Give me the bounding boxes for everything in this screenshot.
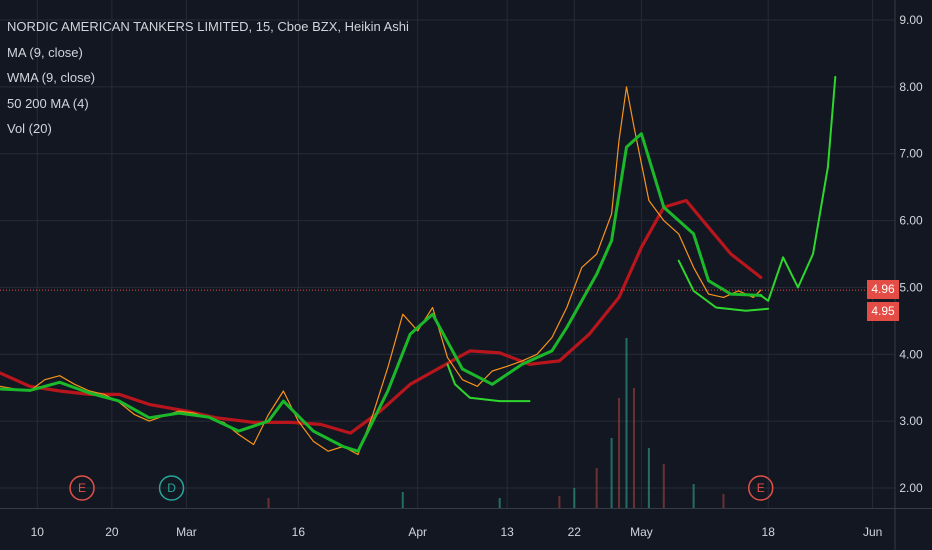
event-circle — [69, 475, 95, 501]
event-marker[interactable]: E — [748, 475, 774, 501]
chart-title[interactable]: NORDIC AMERICAN TANKERS LIMITED, 15, Cbo… — [7, 19, 409, 34]
volume-bar — [595, 468, 598, 508]
y-tick-label: 3.00 — [899, 414, 923, 428]
x-tick-label: 20 — [105, 525, 119, 539]
event-marker[interactable]: E — [69, 475, 95, 501]
volume-bar — [610, 438, 613, 508]
legend-ma[interactable]: MA (9, close) — [7, 44, 83, 60]
y-tick-label: 4.00 — [899, 347, 923, 361]
volume-bar — [558, 496, 561, 508]
legend: NORDIC AMERICAN TANKERS LIMITED, 15, Cbo… — [7, 14, 409, 142]
price-tag-current: 4.96 — [867, 280, 899, 300]
y-tick-label: 9.00 — [899, 13, 923, 27]
x-tick-label: 10 — [31, 525, 45, 539]
volume-bar — [401, 492, 404, 508]
volume-bar — [618, 398, 621, 508]
price-tag-close: 4.95 — [867, 302, 899, 322]
event-label: D — [167, 481, 176, 495]
y-tick-label: 5.00 — [899, 280, 923, 294]
y-tick-label: 7.00 — [899, 147, 923, 161]
legend-ma-50-200[interactable]: 50 200 MA (4) — [7, 95, 89, 111]
y-tick-label: 6.00 — [899, 214, 923, 228]
volume-bar — [498, 498, 501, 508]
volume-bar — [662, 464, 665, 508]
x-tick-label: 13 — [500, 525, 514, 539]
y-tick-label: 2.00 — [899, 481, 923, 495]
y-tick-label: 8.00 — [899, 80, 923, 94]
volume-bar — [647, 448, 650, 508]
event-label: E — [78, 481, 86, 495]
grid — [0, 0, 895, 508]
legend-wma[interactable]: WMA (9, close) — [7, 70, 96, 85]
volume-bar — [267, 498, 270, 508]
x-tick-label: Apr — [408, 525, 427, 539]
event-circle — [158, 475, 185, 501]
event-label: E — [757, 481, 765, 495]
x-tick-label: May — [630, 525, 653, 539]
x-tick-label: Mar — [176, 525, 197, 539]
event-circle — [748, 475, 774, 501]
support-line — [446, 363, 531, 403]
legend-volume[interactable]: Vol (20) — [7, 121, 52, 136]
event-marker[interactable]: D — [158, 475, 185, 501]
volume-bar — [625, 338, 628, 508]
series-lines — [0, 75, 837, 456]
volume-bar — [692, 484, 695, 508]
x-tick-label: 18 — [762, 525, 776, 539]
ma-fast-line — [0, 132, 763, 453]
projection-line — [759, 75, 837, 302]
volume-bars — [267, 338, 725, 508]
x-tick-label: Jun — [863, 525, 882, 539]
support-line — [677, 259, 770, 312]
ma-slow-line — [0, 198, 763, 435]
volume-bar — [722, 494, 725, 508]
volume-bar — [632, 388, 635, 508]
x-tick-label: 22 — [568, 525, 582, 539]
x-tick-label: 16 — [292, 525, 306, 539]
volume-bar — [573, 488, 576, 508]
